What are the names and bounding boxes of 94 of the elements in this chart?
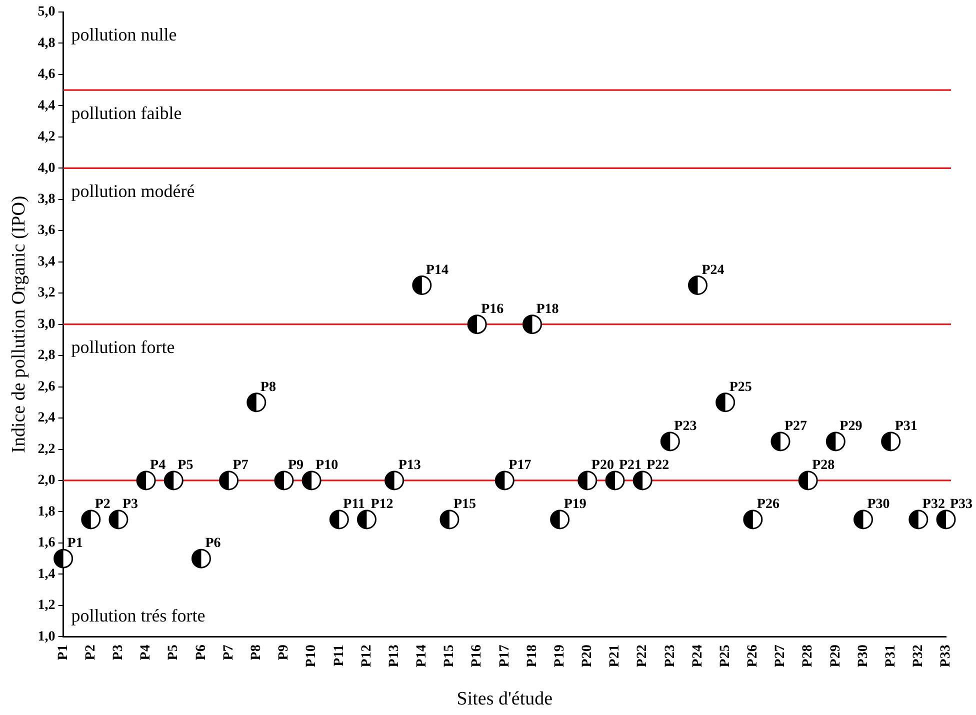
x-tick-label: P8 — [249, 644, 264, 660]
annotation: P16 — [481, 302, 504, 317]
y-tick-label: 2,4 — [38, 410, 56, 426]
x-tick-label: P2 — [83, 644, 98, 660]
annotation: P21 — [618, 458, 642, 474]
annotation: P1 — [67, 536, 83, 552]
annotation: P32 — [922, 497, 945, 512]
y-tick-label: 3,0 — [38, 316, 56, 332]
annotation: P13 — [398, 458, 421, 474]
y-tick-label: 4,0 — [38, 160, 56, 176]
x-tick-label: P30 — [856, 644, 871, 668]
annotation: P11 — [343, 497, 365, 512]
x-tick-label: P1 — [56, 644, 71, 660]
annotation: pollution forte — [71, 337, 175, 358]
annotation: pollution nulle — [71, 24, 177, 45]
y-tick-label: 4,4 — [38, 98, 56, 114]
y-tick-label: 1,4 — [38, 566, 56, 582]
x-tick-label: P32 — [911, 644, 926, 668]
annotation: P33 — [950, 497, 973, 512]
x-tick-label: P6 — [194, 644, 209, 660]
y-tick-label: 4,2 — [38, 130, 56, 145]
x-tick-label: P3 — [111, 644, 126, 660]
annotation: P25 — [729, 380, 752, 396]
x-tick-label: P15 — [442, 644, 458, 668]
annotation: P18 — [536, 302, 559, 317]
x-tick-label: P5 — [166, 644, 182, 660]
annotation: P10 — [316, 458, 338, 474]
annotation: P7 — [232, 458, 248, 474]
y-tick-label: 1,6 — [38, 536, 56, 551]
annotation: P9 — [288, 458, 304, 474]
y-axis-title: Indice de pollution Organic (IPO) — [8, 196, 30, 453]
y-tick-label: 1,2 — [38, 598, 56, 614]
x-tick-label: P29 — [828, 644, 844, 668]
y-tick-label: 3,8 — [38, 192, 56, 208]
annotation: P8 — [260, 380, 276, 396]
y-tick-label: 4,6 — [38, 67, 56, 82]
x-tick-label: P20 — [580, 644, 596, 668]
x-tick-label: P13 — [386, 644, 402, 668]
x-tick-label: P14 — [414, 644, 430, 668]
x-tick-label: P27 — [773, 644, 788, 668]
x-tick-label: P19 — [552, 644, 568, 668]
annotation: P30 — [867, 497, 890, 512]
x-tick-label: P18 — [524, 644, 540, 668]
annotation: P26 — [756, 497, 780, 512]
annotation: P6 — [205, 536, 221, 552]
x-tick-label: P9 — [276, 644, 292, 660]
y-tick-label: 5,0 — [38, 4, 56, 20]
annotation: P22 — [646, 458, 670, 474]
annotation: pollution faible — [71, 102, 182, 123]
x-tick-label: P33 — [938, 644, 954, 668]
x-tick-label: P17 — [497, 644, 512, 668]
y-tick-label: 2,6 — [38, 379, 56, 394]
annotation: P15 — [453, 497, 476, 512]
x-axis-title: Sites d'étude — [456, 688, 553, 710]
annotation: pollution modéré — [71, 180, 195, 201]
y-tick-label: 2,2 — [38, 442, 56, 457]
annotation: P19 — [564, 497, 586, 512]
x-tick-label: P22 — [635, 644, 650, 668]
annotation: P28 — [812, 458, 835, 474]
y-tick-label: 3,2 — [38, 286, 56, 301]
annotation: P17 — [508, 458, 532, 474]
y-tick-label: 3,6 — [38, 223, 56, 238]
annotation: P4 — [150, 458, 166, 474]
x-tick-label: P23 — [662, 644, 678, 668]
y-tick-label: 3,4 — [38, 254, 56, 270]
y-tick-label: 1,8 — [38, 504, 56, 520]
annotation: P24 — [702, 262, 724, 278]
x-tick-label: P4 — [138, 644, 154, 660]
x-tick-label: P16 — [470, 644, 485, 668]
annotation: P31 — [894, 419, 918, 434]
y-tick-label: 1,0 — [38, 629, 56, 644]
x-tick-label: P28 — [800, 644, 816, 668]
annotation: P23 — [674, 419, 697, 434]
annotation: P12 — [370, 497, 394, 512]
x-tick-label: P7 — [221, 644, 236, 660]
annotation: pollution trés forte — [71, 605, 206, 626]
x-tick-label: P12 — [359, 644, 374, 668]
x-tick-label: P11 — [332, 644, 347, 666]
annotation: P29 — [840, 419, 862, 434]
annotation: P2 — [94, 497, 110, 512]
y-tick-label: 2,8 — [38, 348, 56, 364]
x-tick-label: P25 — [718, 644, 733, 668]
x-tick-label: P10 — [304, 644, 320, 668]
x-tick-label: P31 — [883, 644, 898, 668]
y-tick-label: 2,0 — [38, 473, 56, 488]
annotation: P5 — [178, 458, 194, 474]
annotation: P3 — [122, 497, 138, 512]
x-tick-label: P24 — [690, 644, 706, 668]
x-tick-label: P26 — [746, 644, 761, 668]
y-tick-label: 4,8 — [38, 36, 56, 51]
x-tick-label: P21 — [608, 644, 623, 668]
annotation: P27 — [784, 419, 808, 434]
annotation: P14 — [426, 262, 448, 278]
annotation: P20 — [591, 458, 614, 474]
